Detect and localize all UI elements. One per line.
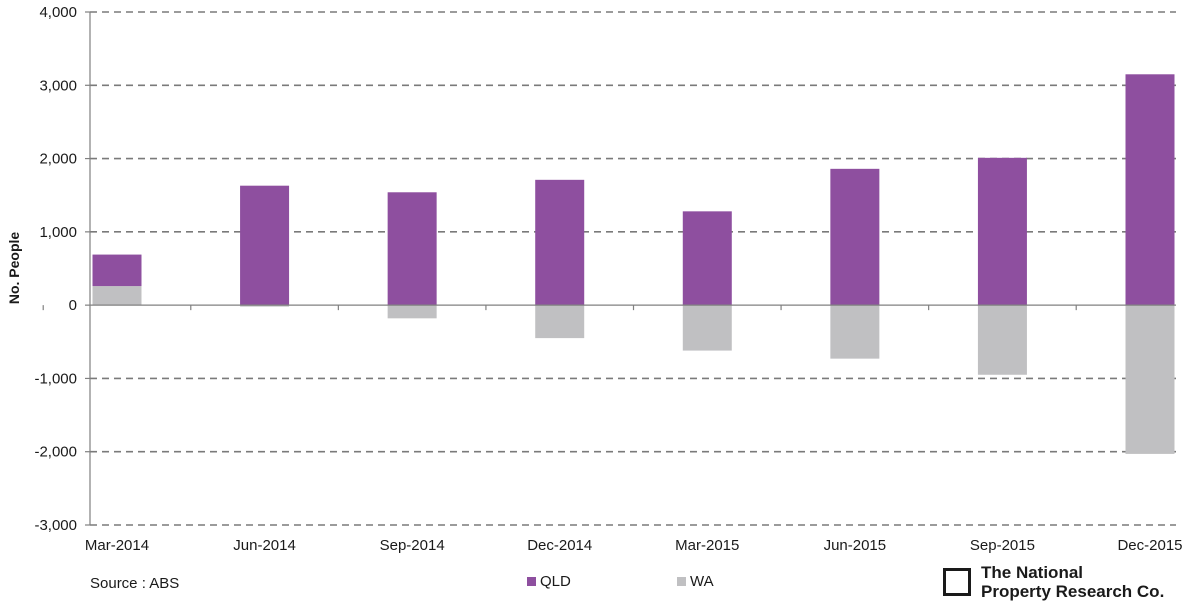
y-tick-label: 2,000 xyxy=(39,151,77,168)
x-tick-labels: Mar-2014 Jun-2014 Sep-2014 Dec-2014 Mar-2015… xyxy=(85,537,1183,554)
x-tick-label: Sep-2014 xyxy=(380,537,445,554)
bar-qld-jun-2015 xyxy=(830,168,880,306)
legend-label-qld: QLD xyxy=(540,573,571,590)
bar-qld-mar-2014 xyxy=(92,254,142,287)
legend-item-qld: QLD xyxy=(527,573,571,590)
axes xyxy=(42,11,1176,526)
x-tick-label: Mar-2014 xyxy=(85,537,149,554)
logo-line-2: Property Research Co. xyxy=(981,582,1165,601)
y-tick-label: 3,000 xyxy=(39,77,77,94)
logo-square-icon xyxy=(943,568,971,596)
y-tick-labels: -3,000 -2,000 -1,000 0 1,000 2,000 3,000 4,000 xyxy=(34,4,77,534)
bar-qld-sep-2015 xyxy=(977,157,1027,306)
y-tick-label: 0 xyxy=(69,297,77,314)
x-tick-label: Jun-2015 xyxy=(824,537,887,554)
bar-wa-jun-2014 xyxy=(240,305,290,307)
y-axis-label: No. People xyxy=(6,232,22,305)
company-logo: The National Property Research Co. xyxy=(943,563,1164,601)
bar-wa-sep-2015 xyxy=(977,305,1027,375)
bar-wa-dec-2015 xyxy=(1125,305,1175,454)
bar-wa-mar-2015 xyxy=(682,305,732,351)
bars xyxy=(92,74,1175,454)
bar-qld-dec-2014 xyxy=(535,179,585,306)
y-tick-label: 1,000 xyxy=(39,224,77,241)
bar-wa-dec-2014 xyxy=(535,305,585,339)
bar-qld-dec-2015 xyxy=(1125,74,1175,306)
y-tick-label: -2,000 xyxy=(34,444,77,461)
bar-qld-sep-2014 xyxy=(387,192,437,306)
y-tick-label: 4,000 xyxy=(39,4,77,21)
source-note: Source : ABS xyxy=(90,575,180,592)
x-tick-label: Mar-2015 xyxy=(675,537,739,554)
bar-wa-sep-2014 xyxy=(387,305,437,319)
legend-swatch-qld xyxy=(527,577,536,586)
bar-qld-jun-2014 xyxy=(240,185,290,306)
bar-qld-mar-2015 xyxy=(682,211,732,306)
legend-swatch-wa xyxy=(677,577,686,586)
x-tick-label: Jun-2014 xyxy=(233,537,296,554)
logo-line-1: The National xyxy=(981,563,1084,582)
y-tick-label: -1,000 xyxy=(34,370,77,387)
x-tick-label: Sep-2015 xyxy=(970,537,1035,554)
legend-item-wa: WA xyxy=(677,573,714,590)
y-tick-label: -3,000 xyxy=(34,517,77,534)
x-tick-label: Dec-2014 xyxy=(527,537,592,554)
legend-label-wa: WA xyxy=(690,573,714,590)
bar-wa-jun-2015 xyxy=(830,305,880,359)
bar-wa-mar-2014 xyxy=(92,286,142,306)
x-tick-label: Dec-2015 xyxy=(1117,537,1182,554)
